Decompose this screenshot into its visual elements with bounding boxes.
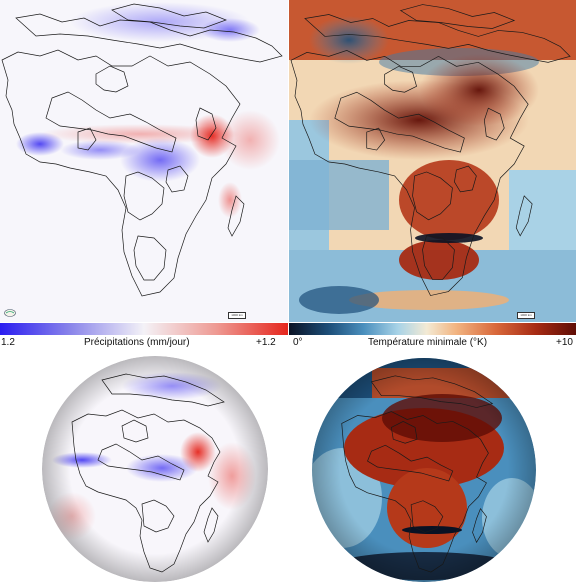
temperature-map-canvas [289, 0, 576, 322]
temperature-colorbar-max: +10 [556, 337, 573, 348]
temperature-colorbar [289, 323, 576, 335]
temperature-globe [312, 358, 536, 582]
precipitation-colorbar-title: Précipitations (mm/jour) [84, 337, 190, 348]
precipitation-globe [42, 356, 268, 582]
precipitation-colorbar-max: +1.2 [256, 337, 276, 348]
temperature-colorbar-title: Température minimale (°K) [368, 337, 488, 348]
temperature-colorbar-min: 0° [293, 337, 303, 348]
precipitation-map: 1000 km [0, 0, 288, 322]
precipitation-colorbar [0, 323, 288, 335]
globe-logo-icon [4, 304, 16, 317]
scale-bar: 1000 km [517, 312, 535, 319]
temperature-map: 1000 km [289, 0, 576, 322]
scale-bar: 1000 km [228, 312, 246, 319]
precipitation-colorbar-min: 1.2 [1, 337, 15, 348]
precipitation-map-canvas [0, 0, 288, 322]
